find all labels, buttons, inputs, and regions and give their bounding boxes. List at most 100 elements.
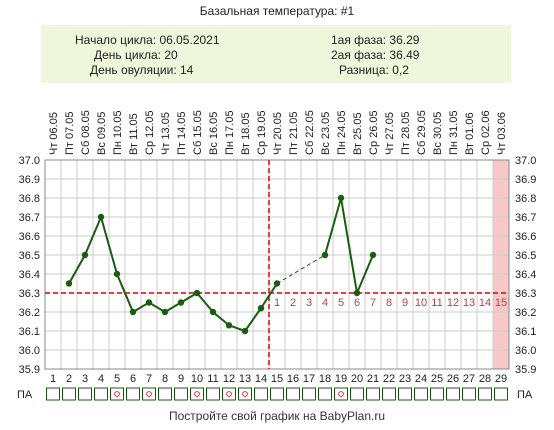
pa-box	[318, 387, 332, 401]
date-label: Пт 21.05	[288, 111, 300, 155]
date-label: Вс 16.05	[208, 112, 220, 155]
date-label: Пт 14.05	[176, 111, 188, 155]
pa-box	[398, 387, 412, 401]
day-label: 8	[162, 373, 168, 385]
phase2-day-number: 9	[402, 297, 408, 309]
phase2-text: 2ая фаза: 36.49	[331, 48, 420, 62]
phase2-day-number: 11	[431, 297, 442, 309]
pa-box	[46, 387, 60, 401]
phase2-day-number: 5	[338, 297, 344, 309]
temperature-point	[257, 305, 265, 312]
date-label: Пт 07.05	[64, 111, 76, 155]
date-label: Вс 30.05	[432, 112, 444, 155]
date-label: Пн 24.05	[336, 110, 348, 155]
phase2-day-number: 12	[447, 297, 459, 309]
y-tick-label-right: 36.1	[515, 326, 536, 338]
day-label: 12	[223, 373, 235, 385]
pa-box	[446, 387, 460, 401]
day-label: 29	[495, 373, 507, 385]
pa-mark	[114, 391, 120, 397]
temperature-point	[225, 322, 233, 329]
date-label: Ср 12.05	[144, 110, 156, 155]
temperature-point	[113, 270, 121, 278]
pa-box	[94, 387, 108, 401]
y-tick-label-left: 36.8	[19, 193, 40, 205]
pa-mark	[226, 391, 232, 397]
cycle-start-text: Начало цикла: 06.05.2021	[75, 33, 220, 47]
y-tick-label-right: 37.0	[515, 155, 536, 167]
phase2-day-number: 3	[306, 297, 312, 309]
difference-text: Разница: 0,2	[339, 63, 409, 77]
temperature-point	[369, 251, 377, 259]
date-label: Вс 23.05	[320, 112, 332, 155]
day-label: 19	[335, 373, 347, 385]
y-tick-label-right: 36.2	[515, 307, 536, 319]
date-label: Вт 01.06	[464, 112, 476, 155]
y-tick-label-left: 36.1	[19, 326, 40, 338]
y-tick-label-left: 36.5	[19, 250, 40, 262]
y-tick-label-right: 35.9	[515, 364, 536, 376]
pa-box	[494, 387, 508, 401]
y-tick-label-left: 36.9	[19, 174, 40, 186]
pa-box	[270, 387, 284, 401]
date-label: Пн 10.05	[112, 110, 124, 155]
temperature-point	[129, 308, 137, 316]
pa-box	[110, 387, 124, 401]
phase2-day-number: 7	[370, 297, 376, 309]
day-label: 6	[130, 373, 136, 385]
phase2-day-number: 2	[290, 297, 296, 309]
pa-box	[78, 387, 92, 401]
phase2-day-number: 15	[495, 297, 507, 309]
y-tick-label-left: 36.3	[19, 288, 40, 300]
ovulation-day-text: День овуляции: 14	[90, 63, 194, 77]
y-tick-label-right: 36.7	[515, 212, 536, 224]
day-label: 10	[191, 373, 203, 385]
phase2-day-number: 10	[415, 297, 427, 309]
date-label: Чт 20.05	[272, 112, 284, 155]
footer-link[interactable]: Постройте свой график на BabyPlan.ru	[168, 409, 386, 423]
y-tick-label-right: 36.8	[515, 193, 536, 205]
cycle-day-text: День цикла: 20	[94, 48, 178, 62]
temperature-point	[97, 213, 105, 221]
pa-box	[462, 387, 476, 401]
pa-mark	[338, 391, 344, 397]
pa-box	[142, 387, 156, 401]
day-label: 18	[319, 373, 331, 385]
date-label: Сб 15.05	[192, 110, 204, 155]
pa-box	[158, 387, 172, 401]
pa-box	[174, 387, 188, 401]
day-label: 25	[431, 373, 443, 385]
pa-label-left: ПА	[17, 389, 33, 401]
temperature-point	[353, 289, 361, 297]
day-label: 15	[271, 373, 283, 385]
pa-mark	[146, 391, 152, 397]
day-label: 26	[447, 373, 459, 385]
day-label: 9	[178, 373, 184, 385]
pa-box	[350, 387, 364, 401]
day-label: 1	[50, 373, 56, 385]
date-label: Вт 11.05	[128, 113, 140, 155]
phase2-day-number: 14	[479, 297, 491, 309]
plot-frame	[44, 159, 510, 370]
pa-box	[222, 387, 236, 401]
temperature-point	[241, 327, 249, 335]
temperature-point	[209, 308, 217, 316]
pa-mark	[242, 391, 248, 397]
pa-box	[126, 387, 140, 401]
date-label: Сб 08.05	[80, 110, 92, 155]
pa-box	[238, 387, 252, 401]
date-label: Пт 28.05	[400, 111, 412, 155]
pa-box	[382, 387, 396, 401]
y-tick-label-left: 36.4	[19, 269, 40, 281]
pa-label-right: ПА	[517, 389, 533, 401]
date-label: Сб 29.05	[416, 110, 428, 155]
temperature-point	[321, 251, 329, 259]
day-label: 24	[415, 373, 427, 385]
pa-box	[206, 387, 220, 401]
temperature-line	[324, 197, 374, 297]
day-label: 20	[351, 373, 363, 385]
date-label: Ср 19.05	[256, 110, 268, 155]
chart-title: Базальная температура: #1	[199, 4, 355, 18]
day-label: 23	[399, 373, 411, 385]
y-tick-label-left: 37.0	[19, 155, 40, 167]
